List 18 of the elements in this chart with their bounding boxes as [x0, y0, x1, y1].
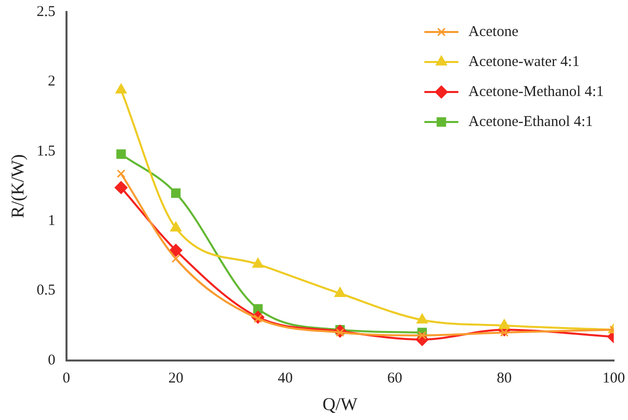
legend-label: Acetone [468, 24, 519, 40]
y-tick-label: 1 [48, 212, 56, 229]
y-axis-title: R/(K/W) [8, 154, 28, 218]
legend-label: Acetone-Methanol 4:1 [468, 84, 604, 100]
x-tick-label: 0 [62, 370, 70, 386]
y-tick-label: 1.5 [36, 143, 56, 160]
y-tick-label: 2.5 [36, 4, 56, 20]
x-tick-label: 40 [278, 370, 293, 386]
x-tick-label: 100 [602, 370, 625, 386]
y-tick-label: 0 [48, 352, 56, 368]
y-tick-label: 2 [48, 74, 56, 90]
x-tick-label: 20 [168, 370, 184, 386]
y-tick-label: 0.5 [36, 282, 56, 299]
x-tick-label: 60 [387, 370, 402, 386]
x-axis-title: Q/W [322, 394, 358, 414]
x-tick-label: 80 [496, 370, 512, 386]
legend-label: Acetone-water 4:1 [468, 54, 580, 70]
legend-label: Acetone-Ethanol 4:1 [468, 114, 593, 130]
